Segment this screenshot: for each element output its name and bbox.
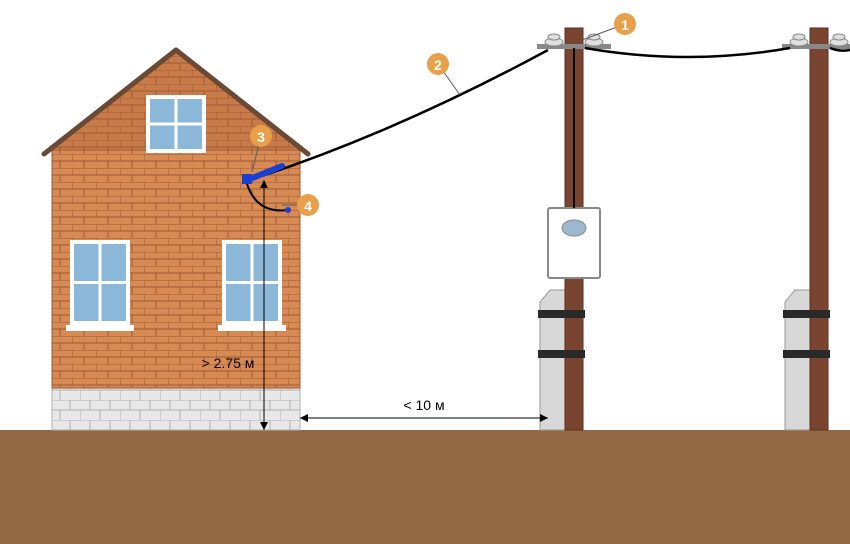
window (66, 240, 134, 331)
callout-number: 2 (434, 57, 442, 73)
pole-strap (538, 350, 585, 358)
pole-strap (783, 310, 830, 318)
electrical-connection-diagram: > 2.75 м < 10 м 1 2 3 4 (0, 0, 850, 544)
pole-strap (538, 310, 585, 318)
callout-number: 3 (257, 129, 265, 145)
dimension-label: > 2.75 м (202, 355, 255, 371)
callout-number: 1 (621, 17, 629, 33)
meter-box (548, 208, 600, 278)
utility-pole (810, 28, 828, 430)
main-power-line (585, 48, 790, 57)
pole-strap (783, 350, 830, 358)
ground (0, 430, 850, 544)
window (146, 95, 206, 153)
callout-number: 4 (304, 198, 312, 214)
dimension-label: < 10 м (403, 397, 444, 413)
meter-window (562, 220, 586, 236)
service-drop-cable (262, 50, 548, 176)
window (218, 240, 286, 331)
